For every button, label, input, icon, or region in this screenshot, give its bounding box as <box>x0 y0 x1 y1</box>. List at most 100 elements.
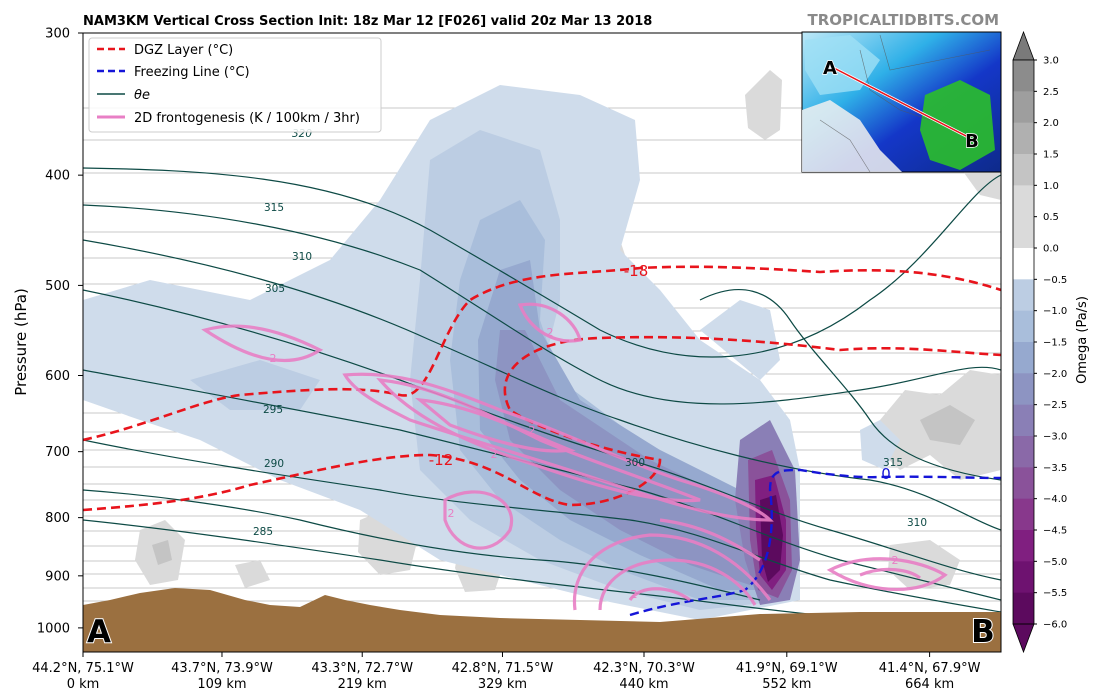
dgz-label: -12 <box>429 451 454 469</box>
y-tick-label: 300 <box>45 27 70 42</box>
x-tick-location: 43.7°N, 73.9°W <box>171 661 273 676</box>
y-tick-label: 500 <box>45 279 70 294</box>
inset-map: A B <box>801 31 1002 173</box>
x-tick-distance: 552 km <box>762 677 811 692</box>
freezing-line-contour <box>629 468 1001 617</box>
colorbar-segment <box>1013 216 1034 249</box>
colorbar-tick-label: −5.0 <box>1043 557 1067 568</box>
x-tick-distance: 329 km <box>478 677 527 692</box>
frontogenesis-label: 2 <box>631 588 638 601</box>
colorbar-label: Omega (Pa/s) <box>1075 296 1090 384</box>
inset-map-cross-section-line-core <box>829 65 971 139</box>
colorbar-tick-label: −3.5 <box>1043 463 1067 474</box>
colorbar-segment <box>1013 530 1034 562</box>
colorbar-segment <box>1013 279 1034 312</box>
colorbar-tick-label: −3.0 <box>1043 432 1067 443</box>
theta-e-label: 285 <box>253 526 273 538</box>
x-tick-distance: 0 km <box>67 677 100 692</box>
colorbar-tick-label: 2.5 <box>1043 87 1059 98</box>
colorbar-segment <box>1013 60 1034 92</box>
y-tick-label: 900 <box>45 569 70 584</box>
colorbar-tick-label: −4.0 <box>1043 494 1067 505</box>
y-tick-label: 600 <box>45 369 70 384</box>
inset-map-precip-green <box>920 80 995 170</box>
colorbar-segment <box>1013 561 1034 594</box>
frontogenesis-label: 2 <box>529 424 536 437</box>
colorbar-tick-label: 0.5 <box>1043 212 1059 223</box>
colorbar-tick-label: 1.5 <box>1043 150 1059 161</box>
x-tick-location: 42.8°N, 71.5°W <box>452 661 554 676</box>
inset-map-precip-light <box>805 35 880 95</box>
colorbar-tick-label: 1.0 <box>1043 181 1059 192</box>
frontogenesis-contours <box>201 302 948 611</box>
inset-map-borders <box>819 34 991 173</box>
legend-label-theta-e: θe <box>134 88 150 103</box>
inset-map-label-a: A <box>823 58 837 79</box>
theta-e-label: 310 <box>292 251 312 263</box>
x-tick-distance: 109 km <box>197 677 246 692</box>
x-tick-location: 41.4°N, 67.9°W <box>879 661 981 676</box>
x-tick-distance: 440 km <box>619 677 668 692</box>
colorbar-segment <box>1013 467 1034 500</box>
colorbar-tick-label: −6.0 <box>1043 620 1067 631</box>
theta-e-label: 290 <box>264 458 284 470</box>
colorbar-tick-label: −2.0 <box>1043 369 1067 380</box>
plot-frame <box>82 32 1002 653</box>
colorbar-segment <box>1013 373 1034 406</box>
dgz-labels: -18 -12 <box>429 262 649 469</box>
x-tick-location: 42.3°N, 70.3°W <box>593 661 695 676</box>
x-tick-location: 43.3°N, 72.7°W <box>311 661 413 676</box>
theta-e-label: 315 <box>264 202 284 214</box>
frontogenesis-label: 2 <box>448 507 455 520</box>
inset-map-label-b: B <box>965 131 979 152</box>
colorbar-tick-label: 0.0 <box>1043 244 1059 255</box>
colorbar-extend-bottom <box>1012 623 1035 654</box>
frontogenesis-label: 2 <box>892 554 899 567</box>
x-tick-distance: 219 km <box>338 677 387 692</box>
freezing-line-label: 0 <box>881 465 891 483</box>
x-tick-location: 44.2°N, 75.1°W <box>32 661 134 676</box>
colorbar-segment <box>1013 404 1034 437</box>
colorbar-segment <box>1013 91 1034 124</box>
colorbar-segment <box>1013 248 1034 280</box>
y-axis-label: Pressure (hPa) <box>12 288 30 396</box>
theta-e-label: 295 <box>263 404 283 416</box>
inset-map-land <box>802 100 902 172</box>
legend-label-freezing: Freezing Line (°C) <box>134 65 250 80</box>
endpoint-label-end: B <box>971 614 995 650</box>
y-axis: 300 400 500 600 700 800 900 1000 <box>37 27 83 636</box>
colorbar-tick-label: 3.0 <box>1043 56 1059 67</box>
frontogenesis-label: 2 <box>270 352 277 365</box>
terrain <box>83 588 1001 652</box>
legend-label-frontogenesis: 2D frontogenesis (K / 100km / 3hr) <box>134 111 360 126</box>
theta-e-contours <box>83 167 1001 629</box>
y-tick-label: 1000 <box>37 621 70 636</box>
dgz-label: -18 <box>624 262 649 280</box>
colorbar: 3.0 2.5 2.0 1.5 1.0 0.5 0.0 −0.5 −1.0 −1.5 −2.0 −2.… <box>1012 30 1067 654</box>
legend-label-dgz: DGZ Layer (°C) <box>134 43 233 58</box>
colorbar-segment <box>1013 310 1034 343</box>
frontogenesis-label: 2 <box>547 326 554 339</box>
theta-e-label: 315 <box>883 457 903 469</box>
theta-e-labels: 320 315 310 305 295 290 285 300 310 315 <box>253 128 927 538</box>
y-tick-label: 800 <box>45 511 70 526</box>
legend-box <box>88 37 382 133</box>
colorbar-tick-label: −4.5 <box>1043 526 1067 537</box>
colorbar-tick-label: −5.5 <box>1043 588 1067 599</box>
theta-e-label: 305 <box>265 283 285 295</box>
x-tick-distance: 664 km <box>905 677 954 692</box>
frontogenesis-label: 2 <box>491 448 498 461</box>
theta-e-label: 310 <box>907 517 927 529</box>
endpoint-label-start: A <box>87 614 111 650</box>
colorbar-segment <box>1013 342 1034 374</box>
legend: DGZ Layer (°C) Freezing Line (°C) θe 2D … <box>88 37 382 133</box>
x-tick-location: 41.9°N, 69.1°W <box>736 661 838 676</box>
colorbar-tick-label: 2.0 <box>1043 118 1059 129</box>
frontogenesis-labels: 2 2 2 2 2 2 2 <box>270 326 899 601</box>
colorbar-segment <box>1013 498 1034 531</box>
dgz-layer-contours <box>83 265 1001 512</box>
chart-title: NAM3KM Vertical Cross Section Init: 18z … <box>83 14 652 29</box>
colorbar-tick-label: −2.5 <box>1043 400 1067 411</box>
